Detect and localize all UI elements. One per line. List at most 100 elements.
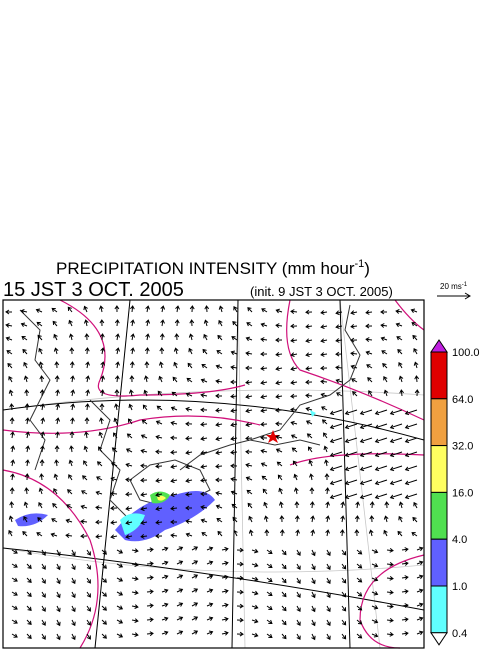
wind-arrow xyxy=(230,490,238,495)
wind-arrow xyxy=(323,432,328,439)
wind-arrow xyxy=(386,548,394,553)
wind-arrow xyxy=(311,605,316,613)
wind-arrow xyxy=(5,323,13,328)
wind-arrow xyxy=(161,560,169,566)
wind-arrow xyxy=(296,591,301,598)
wind-arrow xyxy=(56,605,61,613)
wind-arrow xyxy=(368,390,373,397)
wind-arrow xyxy=(309,501,315,509)
colorbar-label: 64.0 xyxy=(452,394,473,406)
wind-scale-head xyxy=(464,292,471,300)
wind-arrow xyxy=(215,436,223,442)
wind-arrow xyxy=(8,515,14,523)
wind-arrow xyxy=(356,619,363,625)
wind-arrow xyxy=(404,437,418,444)
wind-arrow xyxy=(275,407,283,413)
wind-arrow xyxy=(96,461,103,467)
colorbar-bin xyxy=(430,351,448,400)
wind-arrow xyxy=(116,549,124,554)
wind-arrow xyxy=(245,351,253,356)
wind-arrow xyxy=(397,530,403,537)
colorbar-bin xyxy=(430,398,448,447)
wind-arrow xyxy=(115,347,121,355)
wind-arrow xyxy=(200,478,208,483)
pressure-contours xyxy=(2,299,425,649)
wind-arrow xyxy=(398,501,404,509)
wind-arrow xyxy=(176,560,184,565)
wind-arrow xyxy=(233,529,238,537)
wind-arrow xyxy=(412,334,418,341)
wind-arrow xyxy=(99,319,105,327)
wind-arrow xyxy=(245,380,253,385)
wind-arrow xyxy=(411,322,418,327)
wind-arrow xyxy=(41,619,46,626)
wind-arrow xyxy=(374,437,388,444)
wind-arrow xyxy=(146,589,154,595)
valid-time: 15 JST 3 OCT. 2005 xyxy=(3,279,184,301)
wind-arrow xyxy=(383,529,388,537)
wind-arrow xyxy=(53,347,59,355)
wind-arrow xyxy=(55,417,61,425)
wind-arrow xyxy=(70,403,76,411)
wind-arrow xyxy=(369,501,375,509)
wind-arrow xyxy=(68,474,73,481)
wind-arrow xyxy=(26,563,32,570)
wind-arrow xyxy=(266,605,273,611)
wind-arrow xyxy=(10,459,16,467)
wind-arrow xyxy=(260,408,268,413)
wind-arrow xyxy=(54,375,60,383)
wind-arrow xyxy=(24,389,30,397)
wind-arrow xyxy=(266,549,273,555)
wind-arrow xyxy=(341,605,347,612)
wind-arrow xyxy=(202,348,208,355)
wind-arrow xyxy=(230,449,238,455)
wind-arrow xyxy=(395,309,403,314)
wind-arrow xyxy=(277,474,283,481)
wind-arrow xyxy=(371,605,379,610)
colorbar-label: 32.0 xyxy=(452,441,473,453)
wind-arrow xyxy=(221,574,229,580)
wind-arrow xyxy=(335,378,343,384)
wind-arrow xyxy=(158,375,163,383)
colorbar-bin xyxy=(430,445,448,493)
wind-arrow xyxy=(236,631,244,637)
wind-arrow xyxy=(140,534,148,539)
wind-arrow xyxy=(221,546,229,552)
wind-arrow xyxy=(176,630,184,635)
wind-arrow xyxy=(41,591,46,598)
wind-arrow xyxy=(221,630,229,636)
wind-arrow xyxy=(335,338,343,343)
wind-arrow xyxy=(306,433,313,439)
wind-arrow xyxy=(389,451,403,458)
wind-arrow xyxy=(335,324,343,330)
wind-arrow xyxy=(232,320,238,327)
wind-arrow xyxy=(359,479,373,486)
wind-arrow xyxy=(116,619,124,624)
wind-arrow xyxy=(374,493,388,500)
wind-arrow xyxy=(236,589,244,595)
wind-arrow xyxy=(215,463,223,469)
wind-arrow xyxy=(131,548,139,553)
wind-arrow xyxy=(215,477,223,483)
wind-arrow xyxy=(146,617,154,623)
wind-arrow xyxy=(125,491,133,497)
wind-arrow xyxy=(247,307,253,313)
wind-arrow xyxy=(145,305,150,313)
wind-arrow xyxy=(246,322,253,327)
wind-arrow xyxy=(294,501,300,509)
wind-arrow xyxy=(25,431,31,439)
wind-arrow xyxy=(70,417,75,425)
colorbar-label: 0.4 xyxy=(452,628,467,640)
wind-arrow xyxy=(365,350,373,356)
wind-arrow xyxy=(116,563,124,568)
wind-arrow xyxy=(200,436,208,441)
wind-arrow xyxy=(275,380,283,386)
wind-arrow xyxy=(281,577,287,584)
wind-arrow xyxy=(411,532,418,537)
wind-arrow xyxy=(185,492,193,497)
wind-arrow xyxy=(131,562,139,567)
wind-arrow xyxy=(125,477,133,483)
wind-arrow xyxy=(56,549,61,557)
wind-arrow xyxy=(86,549,91,556)
wind-arrow xyxy=(218,319,223,327)
